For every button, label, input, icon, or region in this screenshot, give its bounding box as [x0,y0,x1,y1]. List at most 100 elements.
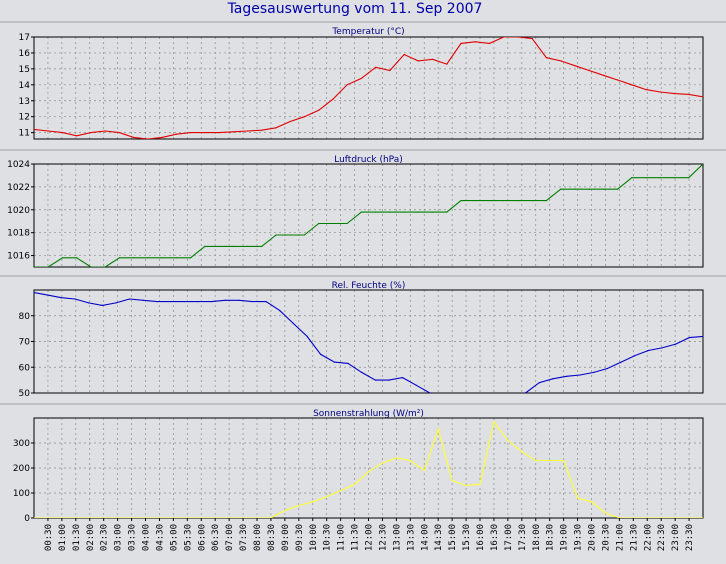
data-point [284,509,286,512]
data-point [61,132,64,134]
x-tick-label: 17:00 [504,524,514,551]
x-tick-label: 05:00 [169,524,179,551]
x-tick-label: 13:30 [406,524,416,551]
data-point [360,211,362,213]
x-tick-label: 22:30 [657,524,667,551]
data-point [381,462,383,464]
data-point [674,517,676,518]
data-point [415,384,417,386]
x-tick-label: 10:30 [323,524,333,551]
data-point [354,483,356,485]
data-point [118,132,120,134]
x-tick-label: 01:00 [58,524,68,551]
y-tick-label: 14 [19,81,31,91]
panel-title: Rel. Feuchte (%) [332,281,406,291]
data-point [675,343,677,345]
data-point [261,245,263,247]
data-point [361,371,363,373]
data-point [197,301,199,303]
data-point [673,93,676,95]
data-point [484,400,485,401]
data-point [318,222,320,225]
data-point [457,400,458,401]
chart-panel: Luftdruck (hPa) 1016 1018 1020 1022 1024 [0,149,726,268]
data-point [647,349,650,352]
data-point [210,301,213,303]
x-tick-label: 00:30 [44,524,54,551]
data-point [618,517,620,518]
data-point [340,489,342,492]
data-point [688,93,690,95]
data-point [186,517,188,518]
data-point [375,66,377,68]
data-point [204,132,206,134]
data-point [593,371,595,373]
x-tick-label: 13:00 [392,524,402,551]
x-tick-label: 19:00 [560,524,570,551]
panel-title: Luftdruck (hPa) [334,155,403,165]
y-tick-label: 12 [19,113,30,123]
x-tick-label: 12:00 [365,524,375,551]
data-point [702,335,703,337]
data-point [389,69,391,72]
data-point [479,483,481,485]
series-line [34,420,703,518]
plot-frame [33,289,704,394]
data-point [172,517,174,518]
data-point [200,517,202,518]
data-point [129,298,131,300]
y-tick-label: 0 [24,514,30,524]
y-tick-label: 1016 [7,252,30,262]
data-point [265,301,267,303]
data-point [602,188,605,190]
data-point [144,517,147,518]
data-point [47,294,49,296]
data-point [246,245,249,247]
chart-panel: Sonnenstrahlung (W/m²) 0 100 200 300 [0,403,726,524]
data-point [403,53,405,56]
y-tick-label: 80 [19,312,31,322]
data-point [75,517,77,518]
data-point [602,74,605,76]
data-point [88,302,90,304]
data-point [588,69,590,72]
data-point [131,517,133,518]
data-point [118,257,120,259]
x-tick-label: 20:30 [601,524,611,551]
data-point [574,188,576,190]
x-tick-label: 07:30 [239,524,249,551]
data-point [460,42,462,45]
data-point [89,517,91,518]
x-tick-label: 22:00 [643,524,653,551]
data-point [61,517,63,518]
data-point [432,211,434,213]
data-point [511,398,512,399]
x-tick-label: 06:00 [197,524,207,551]
data-point [423,469,425,472]
data-point [175,257,177,259]
time-axis: 00:30 01:00 01:30 02:00 02:30 03:00 03:30 04:00… [44,518,695,551]
data-point [218,132,220,134]
data-point [588,188,590,190]
x-tick-label: 23:30 [685,524,695,551]
data-point [702,96,703,98]
series-line [34,292,703,401]
data-point [503,200,505,202]
data-point [104,266,106,267]
data-point [517,37,519,38]
data-point [76,257,78,259]
data-point [232,131,234,133]
data-point [346,222,348,225]
data-point [175,133,177,135]
data-point [437,428,439,430]
data-point [133,136,135,138]
data-point [47,517,49,518]
data-point [531,38,533,40]
data-point [549,459,551,462]
data-point [646,517,648,518]
x-tick-label: 11:00 [337,524,347,551]
y-tick-label: 13 [19,97,30,107]
data-point [303,234,305,236]
data-point [183,301,185,303]
x-tick-label: 21:00 [615,524,625,551]
